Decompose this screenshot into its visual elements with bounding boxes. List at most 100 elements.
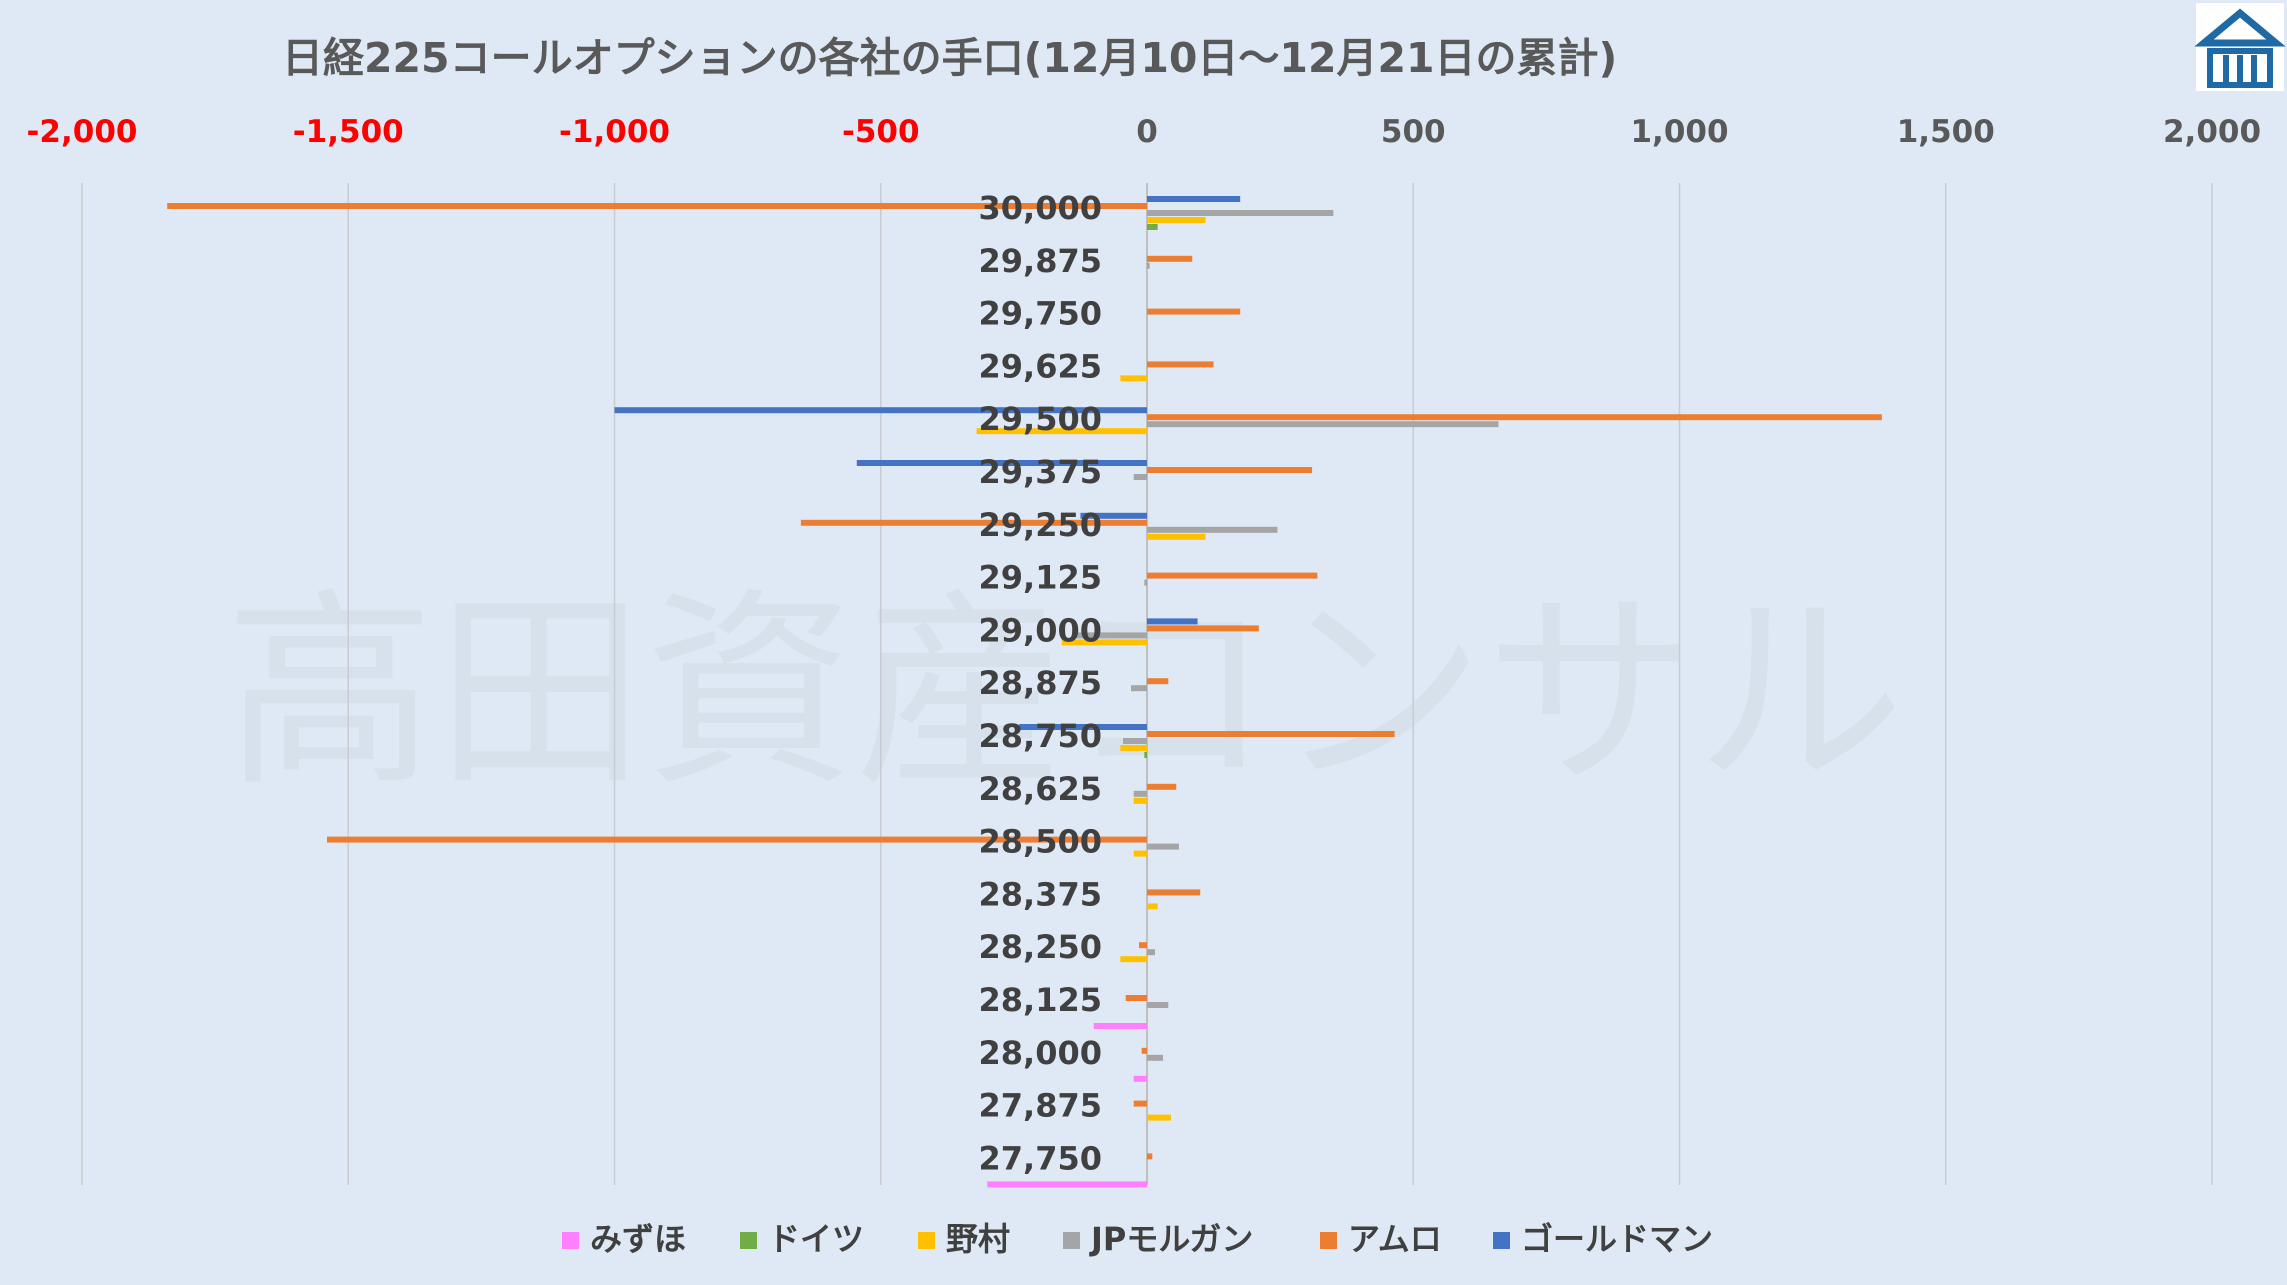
category-label: 28,625 <box>979 770 1102 808</box>
legend-item-野村[interactable]: 野村 <box>918 1220 1010 1258</box>
legend-label: アムロ <box>1348 1220 1442 1258</box>
x-axis-ticks: -2,000 -1,500 -1,000 -500 0 500 1,000 1,500 2,00… <box>27 114 2261 150</box>
legend-swatch <box>562 1232 579 1249</box>
category-label: 28,500 <box>979 823 1102 861</box>
bar-ゴールドマン-29,500 <box>614 407 1147 414</box>
bar-ゴールドマン-29,250 <box>1080 512 1147 519</box>
bar-野村-27,875 <box>1147 1114 1171 1121</box>
bar-野村-29,625 <box>1120 375 1147 382</box>
x-tick-label: -1,500 <box>293 114 404 150</box>
x-tick-label: -500 <box>842 114 920 150</box>
category-labels: 30,000 29,875 29,750 29,625 29,500 29,375 29,2… <box>979 189 1102 1177</box>
legend-label: 野村 <box>946 1220 1010 1258</box>
bar-アムロ-29,125 <box>1147 572 1318 579</box>
bar-JPモルガン-28,125 <box>1147 1002 1169 1008</box>
category-label: 29,750 <box>979 295 1102 333</box>
bar-野村-28,250 <box>1120 956 1147 963</box>
bar-みずほ-27,750 <box>987 1181 1147 1188</box>
legend-label: ドイツ <box>768 1220 864 1258</box>
bar-JPモルガン-28,500 <box>1147 843 1179 850</box>
category-label: 28,750 <box>979 717 1102 755</box>
bar-みずほ-28,000 <box>1133 1075 1147 1082</box>
bar-ゴールドマン-29,375 <box>856 460 1147 466</box>
bar-みずほ-28,125 <box>1093 1023 1147 1029</box>
bar-アムロ-28,625 <box>1147 783 1177 790</box>
bar-JPモルガン-29,125 <box>1144 579 1147 586</box>
bar-JPモルガン-29,000 <box>1072 632 1147 639</box>
bar-アムロ-28,000 <box>1141 1047 1147 1054</box>
bar-ゴールドマン-29,000 <box>1147 618 1198 625</box>
bar-JPモルガン-30,000 <box>1147 210 1334 216</box>
legend-label: みずほ <box>590 1220 686 1258</box>
bar-アムロ-28,375 <box>1147 889 1201 896</box>
legend-item-ゴールドマン[interactable]: ゴールドマン <box>1493 1220 1713 1258</box>
bar-ドイツ-30,000 <box>1147 224 1158 230</box>
bar-アムロ-28,750 <box>1147 731 1395 737</box>
bar-アムロ-29,500 <box>1147 414 1882 421</box>
category-label: 27,750 <box>979 1139 1102 1177</box>
category-label: 30,000 <box>979 189 1102 227</box>
legend-label: JPモルガン <box>1089 1220 1253 1258</box>
bar-野村-29,000 <box>1061 639 1147 646</box>
bar-ゴールドマン-30,000 <box>1147 196 1241 202</box>
gridlines <box>81 183 2213 1185</box>
chart-title: 日経225コールオプションの各社の手口(12月10日～12月21日の累計) <box>282 34 1617 82</box>
legend[interactable]: みずほ ドイツ 野村 JPモルガン アムロ ゴールドマン <box>562 1220 1713 1258</box>
bar-JPモルガン-28,000 <box>1147 1054 1163 1061</box>
category-label: 29,250 <box>979 506 1102 544</box>
x-tick-label: 0 <box>1136 114 1158 150</box>
bar-JPモルガン-28,875 <box>1131 685 1147 692</box>
x-tick-label: -2,000 <box>27 114 138 150</box>
legend-item-ドイツ[interactable]: ドイツ <box>740 1220 864 1258</box>
legend-swatch <box>1063 1232 1080 1249</box>
bar-アムロ-29,875 <box>1147 255 1193 262</box>
bar-アムロ-28,250 <box>1139 942 1147 949</box>
legend-item-アムロ[interactable]: アムロ <box>1320 1220 1442 1258</box>
category-label: 27,875 <box>979 1087 1102 1125</box>
bar-アムロ-28,500 <box>326 836 1147 843</box>
category-label: 28,875 <box>979 664 1102 702</box>
bar-野村-28,625 <box>1133 797 1147 804</box>
bar-JPモルガン-28,250 <box>1147 949 1155 956</box>
bar-JPモルガン-29,250 <box>1147 526 1278 533</box>
bar-JPモルガン-29,875 <box>1147 262 1150 269</box>
bar-ドイツ-28,750 <box>1144 752 1147 758</box>
bar-アムロ-28,875 <box>1147 678 1169 685</box>
x-tick-label: 1,500 <box>1897 114 1995 150</box>
bar-野村-28,500 <box>1133 850 1147 857</box>
x-tick-label: 2,000 <box>2163 114 2261 150</box>
bar-JPモルガン-29,375 <box>1133 474 1147 480</box>
category-label: 29,375 <box>979 453 1102 491</box>
bar-アムロ-29,625 <box>1147 361 1214 368</box>
legend-swatch <box>740 1232 757 1249</box>
logo-icon <box>2194 3 2286 91</box>
bar-アムロ-29,250 <box>800 519 1147 526</box>
bar-野村-28,375 <box>1147 903 1158 910</box>
x-tick-label: 1,000 <box>1630 114 1728 150</box>
bar-野村-29,500 <box>976 428 1147 435</box>
bar-ゴールドマン-28,750 <box>1019 724 1147 730</box>
category-label: 29,125 <box>979 559 1102 597</box>
category-label: 28,125 <box>979 981 1102 1019</box>
bar-アムロ-28,125 <box>1125 995 1147 1001</box>
category-label: 28,375 <box>979 875 1102 913</box>
legend-swatch <box>918 1232 935 1249</box>
bar-アムロ-27,875 <box>1133 1100 1147 1107</box>
category-label: 29,000 <box>979 611 1102 649</box>
watermark-text: 高田資産コンサル <box>225 570 1905 815</box>
x-tick-label: 500 <box>1381 114 1446 150</box>
bar-野村-28,750 <box>1120 745 1147 751</box>
bar-アムロ-30,000 <box>167 203 1147 209</box>
bar-JPモルガン-28,625 <box>1133 790 1147 797</box>
category-label: 28,000 <box>979 1034 1102 1072</box>
bar-アムロ-27,750 <box>1147 1153 1153 1160</box>
category-label: 29,625 <box>979 347 1102 385</box>
category-label: 29,875 <box>979 242 1102 280</box>
bar-JPモルガン-29,500 <box>1147 421 1499 428</box>
legend-item-JPモルガン[interactable]: JPモルガン <box>1063 1220 1253 1258</box>
bar-アムロ-29,375 <box>1147 467 1313 473</box>
legend-item-みずほ[interactable]: みずほ <box>562 1220 686 1258</box>
bar-アムロ-29,000 <box>1147 625 1259 632</box>
